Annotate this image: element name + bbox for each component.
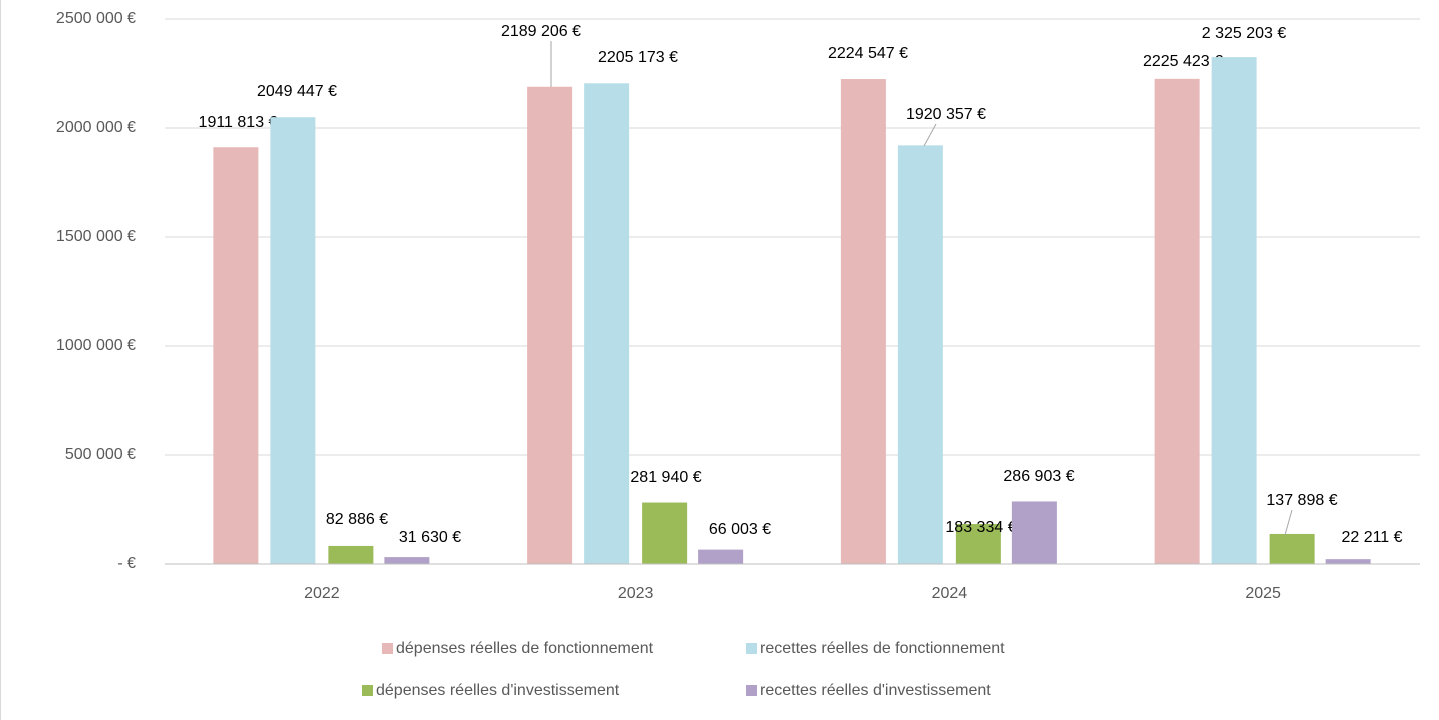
- data-label: 2205 173 €: [598, 49, 678, 66]
- bar: [955, 524, 1001, 564]
- bar: [270, 117, 316, 564]
- data-label: 66 003 €: [709, 521, 771, 538]
- data-label: 2 325 203 €: [1202, 25, 1287, 42]
- bar: [698, 549, 744, 564]
- bar: [213, 147, 259, 564]
- legend-swatch: [382, 643, 393, 654]
- data-label: 82 886 €: [326, 511, 388, 528]
- bar: [1211, 57, 1257, 565]
- y-tick-label: 2000 000 €: [56, 119, 136, 136]
- bar: [1269, 533, 1315, 564]
- data-label: 2189 206 €: [501, 23, 581, 40]
- data-label: 281 940 €: [630, 469, 701, 486]
- bar: [642, 502, 688, 564]
- data-label: 22 211 €: [1341, 529, 1402, 546]
- data-label: 183 334 €: [945, 519, 1016, 536]
- data-label: 2225 423 €: [1143, 53, 1223, 70]
- y-tick-label: 1500 000 €: [56, 228, 136, 245]
- data-label: 31 630 €: [399, 529, 461, 546]
- data-label: 1911 813 €: [199, 114, 278, 131]
- legend-swatch: [746, 685, 757, 696]
- legend-label: recettes réelles de fonctionnement: [760, 640, 1005, 657]
- bar: [584, 83, 630, 565]
- leader-line: [1284, 509, 1293, 536]
- leader-line: [923, 123, 937, 147]
- bar: [384, 557, 430, 564]
- data-label: 137 898 €: [1266, 492, 1337, 509]
- bar: [1011, 501, 1057, 564]
- data-label: 2224 547 €: [828, 45, 908, 62]
- y-tick-label: 1000 000 €: [56, 337, 136, 354]
- legend-swatch: [746, 643, 757, 654]
- data-label: 1920 357 €: [906, 106, 986, 123]
- bar: [328, 545, 374, 564]
- x-tick-label: 2022: [304, 585, 340, 602]
- y-tick-label: 500 000 €: [65, 446, 136, 463]
- bar: [1154, 78, 1200, 564]
- legend-swatch: [362, 685, 373, 696]
- y-tick-label: 2500 000 €: [56, 10, 136, 27]
- bar: [840, 79, 886, 564]
- bar: [897, 145, 943, 564]
- legend-label: dépenses réelles de fonctionnement: [396, 640, 654, 657]
- x-tick-label: 2025: [1245, 585, 1281, 602]
- legend-label: dépenses réelles d'investissement: [376, 682, 620, 699]
- data-label: 286 903 €: [1003, 468, 1074, 485]
- x-tick-label: 2024: [932, 585, 968, 602]
- legend-label: recettes réelles d'investissement: [760, 682, 991, 699]
- data-label: 2049 447 €: [257, 83, 337, 100]
- x-tick-label: 2023: [618, 585, 654, 602]
- y-tick-label: - €: [117, 555, 136, 572]
- bar: [527, 86, 573, 565]
- bar: [1325, 559, 1371, 564]
